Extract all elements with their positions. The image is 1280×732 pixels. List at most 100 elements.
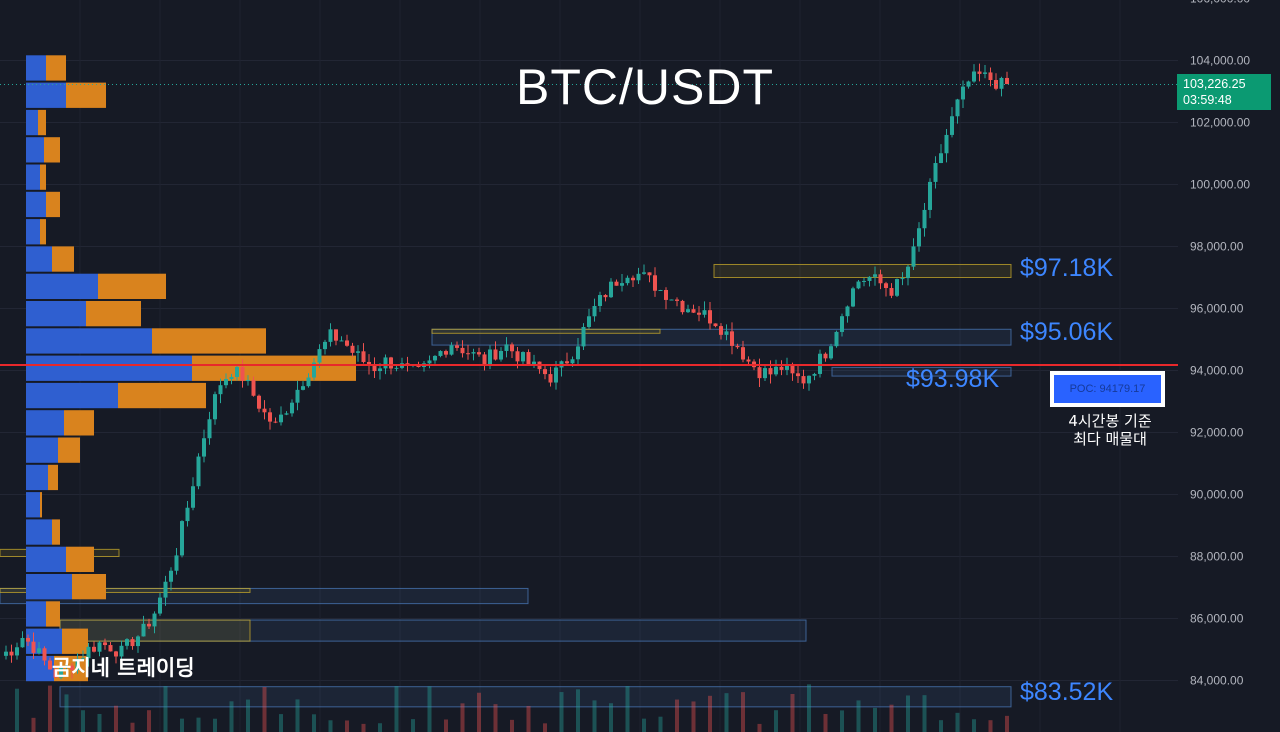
vp-sell-bar: [46, 191, 60, 218]
volume-bar: [460, 703, 465, 732]
volume-bar: [691, 701, 696, 732]
candle-body: [570, 359, 575, 364]
vp-sell-bar: [62, 628, 88, 654]
vp-buy-bar: [26, 109, 38, 136]
candle-body: [64, 665, 69, 667]
candle-body: [59, 666, 63, 678]
vp-buy-bar: [26, 410, 64, 436]
candle-body: [152, 613, 157, 627]
candle-body: [763, 368, 767, 379]
candle-body: [185, 507, 190, 522]
y-tick-label: 106,000.00: [1190, 0, 1250, 6]
candle-body: [383, 357, 388, 369]
candle-body: [92, 646, 96, 652]
vp-sell-bar: [58, 437, 80, 463]
candle-body: [889, 288, 894, 296]
poc-label: POC: 94179.17: [1050, 371, 1165, 407]
y-tick-label: 90,000.00: [1190, 488, 1244, 502]
candle-body: [26, 637, 30, 642]
y-tick-label: 100,000.00: [1190, 178, 1250, 192]
candle-body: [735, 345, 740, 348]
candle-body: [829, 346, 833, 359]
candle-body: [389, 357, 393, 369]
level-label-94k: $93.98K: [906, 365, 1000, 393]
candle-body: [334, 329, 338, 341]
volume-bar: [213, 718, 217, 732]
candle-body: [163, 581, 168, 598]
candle-body: [664, 289, 668, 300]
vp-sell-bar: [66, 82, 106, 108]
vp-buy-bar: [26, 574, 72, 600]
volume-bar: [361, 723, 366, 732]
candle-body: [15, 647, 19, 656]
candle-body: [724, 331, 729, 335]
candle-body: [856, 281, 861, 289]
candle-body: [598, 295, 602, 307]
poc-note-line2: 최다 매물대: [1073, 430, 1147, 448]
volume-bar: [559, 692, 564, 732]
candle-body: [581, 326, 586, 347]
vp-sell-bar: [72, 574, 106, 600]
candle-body: [972, 71, 976, 82]
candle-body: [356, 351, 360, 353]
candle-body: [251, 380, 256, 396]
candle-body: [372, 365, 377, 372]
vp-sell-bar: [98, 273, 166, 299]
candle-body: [812, 373, 817, 376]
candle-countdown: 03:59:48: [1183, 93, 1232, 107]
candle-body: [20, 637, 25, 648]
volume-bar: [757, 723, 762, 732]
vp-buy-bar: [26, 164, 40, 190]
chart-title: BTC/USDT: [516, 59, 774, 115]
volume-bar: [708, 695, 712, 732]
vp-buy-bar: [26, 82, 66, 108]
volume-profile: [26, 55, 356, 682]
volume-bar: [394, 686, 399, 732]
volume-bar: [906, 695, 910, 732]
candle-body: [427, 360, 432, 364]
vp-sell-bar: [66, 546, 94, 572]
candle-body: [306, 377, 311, 387]
vp-buy-bar: [26, 519, 52, 545]
volume-bar: [345, 720, 349, 732]
y-tick-label: 104,000.00: [1190, 54, 1250, 68]
candle-body: [433, 355, 437, 361]
candle-body: [955, 99, 960, 117]
candle-body: [818, 353, 822, 374]
candle-body: [757, 367, 762, 379]
candle-body: [130, 639, 135, 647]
volume-bar: [312, 714, 316, 732]
vp-buy-bar: [26, 328, 152, 354]
candle-body: [801, 376, 806, 384]
candle-body: [884, 283, 888, 289]
vp-sell-bar: [40, 219, 46, 245]
candle-body: [42, 648, 47, 661]
candle-body: [653, 275, 657, 291]
volume-bar: [922, 695, 927, 732]
candle-body: [939, 153, 943, 164]
vp-buy-bar: [26, 464, 48, 491]
candle-body: [499, 350, 503, 360]
volume-bar: [658, 716, 663, 732]
candle-body: [658, 289, 663, 291]
candle-body: [257, 395, 261, 409]
candle-body: [576, 346, 580, 360]
candle-body: [977, 71, 982, 74]
y-tick-label: 96,000.00: [1190, 302, 1244, 316]
candle-body: [933, 163, 938, 182]
candle-body: [301, 386, 305, 390]
candle-body: [97, 642, 102, 652]
candle-body: [636, 273, 641, 281]
candle-body: [108, 645, 113, 652]
candle-body: [906, 266, 910, 279]
volume-bar: [493, 704, 498, 732]
candle-body: [53, 669, 58, 678]
candle-body: [521, 352, 525, 362]
vp-sell-bar: [46, 55, 66, 81]
volume-bar: [114, 705, 118, 732]
volume-bar: [328, 720, 333, 732]
candle-body: [840, 316, 844, 332]
candle-body: [4, 651, 8, 656]
volume-bar: [15, 688, 19, 732]
volume-bar: [807, 684, 811, 732]
